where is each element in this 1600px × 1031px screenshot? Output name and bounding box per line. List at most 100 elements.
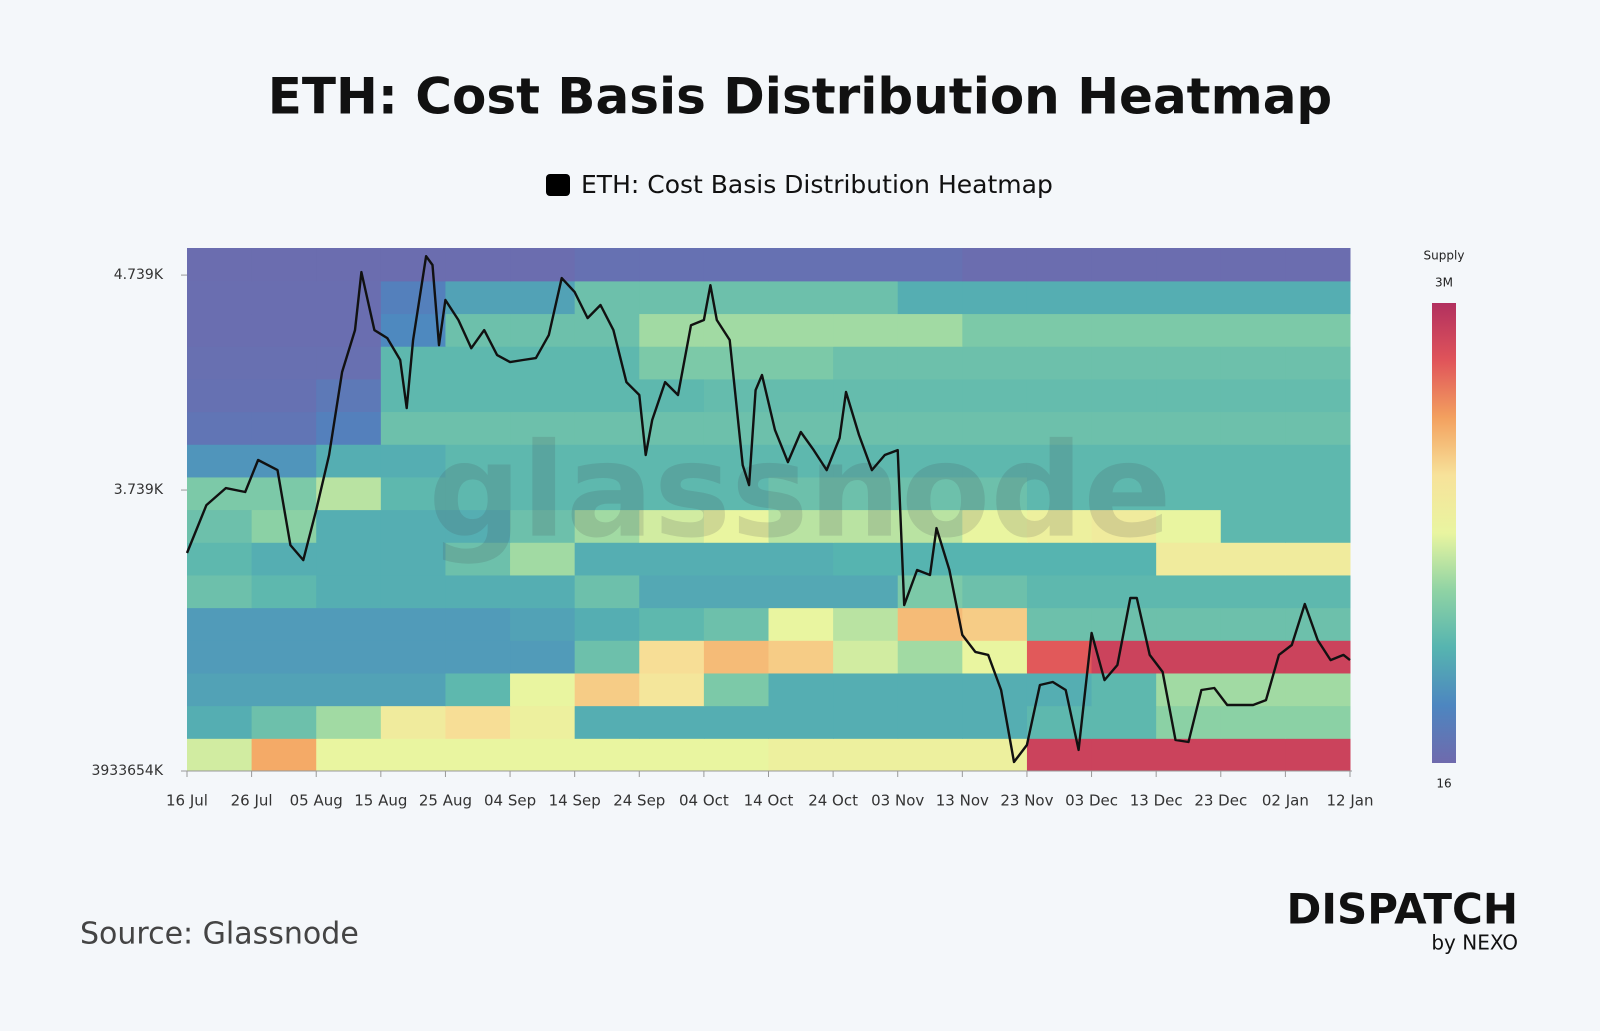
heat-cell	[510, 378, 576, 413]
heat-cell	[833, 738, 899, 772]
heat-cell	[897, 509, 963, 543]
heat-cell	[445, 476, 511, 511]
heat-cell	[1026, 313, 1093, 347]
heat-cell	[1220, 574, 1286, 609]
heat-cell	[768, 313, 834, 347]
heat-cell	[1220, 280, 1286, 315]
heat-cell	[833, 411, 899, 445]
heat-cell	[962, 476, 1028, 511]
heat-cell	[380, 411, 446, 445]
heat-cell	[510, 280, 576, 315]
heat-cell	[510, 476, 576, 511]
heat-cell	[962, 280, 1028, 315]
heat-cell	[1220, 509, 1286, 543]
x-tick-label: 23 Nov	[1000, 792, 1053, 810]
heat-cell	[833, 542, 899, 576]
heat-cell	[445, 542, 511, 576]
heat-cell	[251, 346, 317, 380]
x-tick-label: 24 Oct	[808, 792, 858, 810]
heat-cell	[574, 248, 640, 282]
heat-cell	[1026, 607, 1093, 641]
heat-cell	[639, 313, 705, 347]
heat-cell	[962, 542, 1028, 576]
heat-cell	[833, 346, 899, 380]
heat-cell	[316, 476, 382, 511]
heat-cell	[833, 574, 899, 609]
heat-cell	[833, 672, 899, 707]
heat-cell	[251, 640, 317, 674]
colorbar-title: Supply	[1424, 249, 1465, 263]
heat-cell	[316, 574, 382, 609]
heat-cell	[574, 607, 640, 641]
heat-cell	[1156, 280, 1222, 315]
heat-cell	[1220, 346, 1286, 380]
heat-cell	[1091, 574, 1157, 609]
heat-cell	[1091, 542, 1157, 576]
heat-cell	[574, 640, 640, 674]
heat-cell	[768, 705, 834, 739]
heat-cell	[251, 672, 317, 707]
heat-cell	[251, 313, 317, 347]
heat-cell	[445, 280, 511, 315]
heat-cell	[833, 705, 899, 739]
heat-cell	[833, 640, 899, 674]
heat-cell	[574, 542, 640, 576]
heat-cell	[768, 248, 834, 282]
heat-cell	[380, 705, 446, 739]
heat-cell	[445, 346, 511, 380]
heat-cell	[380, 476, 446, 511]
colorbar	[1432, 303, 1456, 763]
heat-cell	[962, 248, 1028, 282]
heat-cell	[897, 280, 963, 315]
heat-cell	[316, 672, 382, 707]
heat-cell	[510, 313, 576, 347]
heat-cell	[380, 672, 446, 707]
heat-cell	[316, 280, 382, 315]
heat-cell	[703, 313, 769, 347]
heat-cell	[897, 346, 963, 380]
heat-cell	[510, 738, 576, 772]
heat-cell	[1285, 738, 1351, 772]
heat-cell	[316, 640, 382, 674]
heat-cell	[316, 248, 382, 282]
heat-cell	[1091, 346, 1157, 380]
heat-cell	[1220, 378, 1286, 413]
heat-cell	[1285, 411, 1351, 445]
heat-cell	[833, 248, 899, 282]
heat-cell	[380, 248, 446, 282]
heat-cell	[1156, 378, 1222, 413]
watermark: glassnode	[428, 415, 1171, 567]
heat-cell	[962, 705, 1028, 739]
heat-cell	[445, 640, 511, 674]
heat-cell	[510, 607, 576, 641]
heat-cell	[445, 444, 511, 478]
heat-cell	[510, 542, 576, 576]
heat-cell	[316, 542, 382, 576]
heat-cell	[445, 378, 511, 413]
heat-cell	[639, 574, 705, 609]
x-tick-label: 04 Sep	[484, 792, 536, 810]
heat-cell	[187, 542, 253, 576]
heat-cell	[639, 280, 705, 315]
source: Source: Glassnode	[80, 917, 359, 952]
heat-cell	[316, 411, 382, 445]
heat-cell	[1285, 378, 1351, 413]
heat-cell	[639, 705, 705, 739]
heat-cell	[1285, 672, 1351, 707]
x-tick-label: 04 Oct	[679, 792, 729, 810]
heat-cell	[703, 542, 769, 576]
heat-cell	[187, 280, 253, 315]
heat-cell	[833, 607, 899, 641]
heat-cell	[380, 640, 446, 674]
heat-cell	[1156, 607, 1222, 641]
heat-cell	[703, 705, 769, 739]
heat-cell	[1156, 248, 1222, 282]
heat-cell	[251, 248, 317, 282]
heat-cell	[639, 378, 705, 413]
heat-cell	[897, 248, 963, 282]
y-tick-label: 3933654K	[91, 763, 163, 779]
heat-cell	[316, 607, 382, 641]
heat-cell	[316, 509, 382, 543]
heat-cell	[445, 574, 511, 609]
